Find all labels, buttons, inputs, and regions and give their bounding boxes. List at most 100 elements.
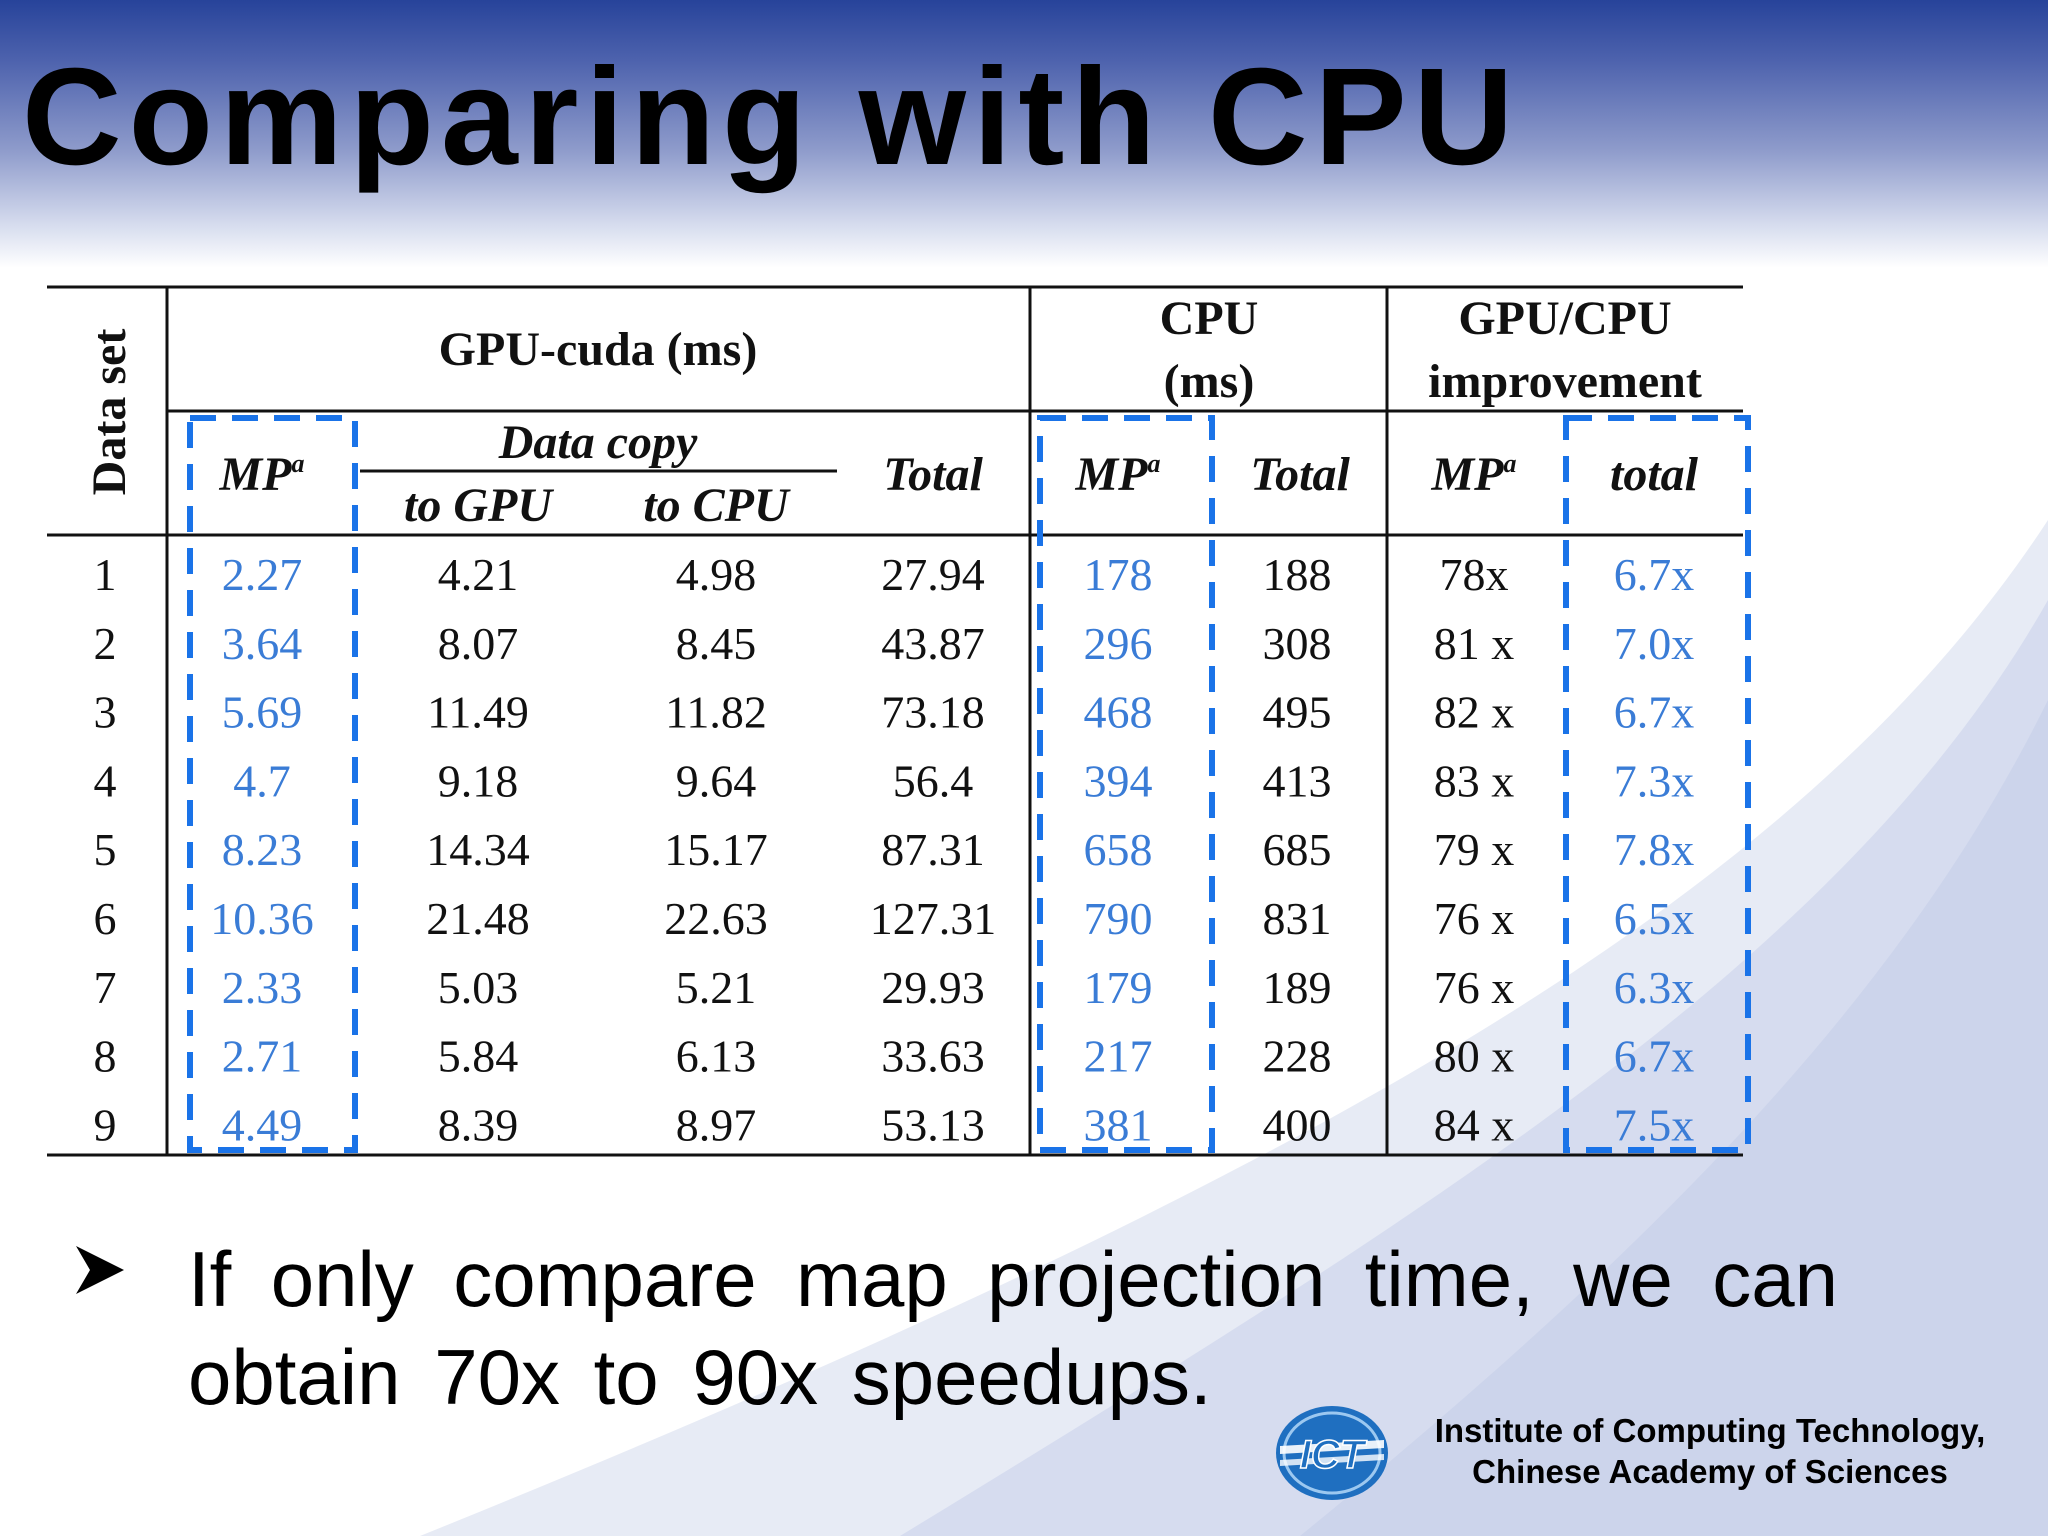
cell-set: 8 xyxy=(94,1031,117,1082)
cell-ratio-mp: 78x xyxy=(1440,549,1509,600)
cell-ratio-mp: 80 x xyxy=(1434,1031,1515,1082)
cell-gpu-mp: 2.71 xyxy=(222,1031,303,1082)
table-row: 2 3.64 8.07 8.45 43.87 296 308 81 x 7.0x xyxy=(94,618,1695,669)
cell-gpu-total: 127.31 xyxy=(870,893,997,944)
cell-gpu-mp: 4.49 xyxy=(222,1099,303,1150)
cell-ratio-total: 7.5x xyxy=(1614,1099,1695,1150)
cell-ratio-total: 6.5x xyxy=(1614,893,1695,944)
cell-gpu-total: 29.93 xyxy=(881,962,985,1013)
cell-set: 5 xyxy=(94,824,117,875)
header-cpu-line1: CPU xyxy=(1160,292,1259,345)
cell-ratio-mp: 83 x xyxy=(1434,755,1515,806)
cell-cpu-total: 189 xyxy=(1263,962,1332,1013)
arrow-bullet-icon xyxy=(76,1246,124,1294)
cell-cpu-mp: 217 xyxy=(1084,1031,1153,1082)
header-data-copy: Data copy xyxy=(498,416,698,469)
cell-to-cpu: 22.63 xyxy=(664,893,768,944)
cell-gpu-mp: 4.7 xyxy=(233,755,291,806)
cell-to-cpu: 15.17 xyxy=(664,824,768,875)
cell-cpu-total: 228 xyxy=(1263,1031,1332,1082)
cell-ratio-total: 7.3x xyxy=(1614,755,1695,806)
cell-ratio-total: 6.3x xyxy=(1614,962,1695,1013)
cell-ratio-mp: 79 x xyxy=(1434,824,1515,875)
header-ratio-line2: improvement xyxy=(1428,355,1702,408)
cell-ratio-total: 7.0x xyxy=(1614,618,1695,669)
cell-ratio-total: 6.7x xyxy=(1614,687,1695,738)
comparison-table: Data set GPU-cuda (ms) CPU (ms) GPU/CPU … xyxy=(47,285,1751,1157)
institution-line2: Chinese Academy of Sciences xyxy=(1472,1453,1948,1490)
header-cpu-line2: (ms) xyxy=(1164,355,1255,408)
cell-ratio-mp: 84 x xyxy=(1434,1099,1515,1150)
title-band xyxy=(0,0,2048,270)
cell-cpu-total: 495 xyxy=(1263,687,1332,738)
cell-cpu-mp: 381 xyxy=(1084,1099,1153,1150)
cell-to-gpu: 21.48 xyxy=(426,893,530,944)
cell-to-cpu: 4.98 xyxy=(676,549,757,600)
header-gpu-cuda: GPU-cuda (ms) xyxy=(439,323,758,376)
cell-gpu-total: 87.31 xyxy=(881,824,985,875)
cell-set: 9 xyxy=(94,1099,117,1150)
cell-cpu-total: 831 xyxy=(1263,893,1332,944)
cell-cpu-total: 413 xyxy=(1263,755,1332,806)
ratio-total-highlight-box xyxy=(1563,415,1751,1153)
table-row: 7 2.33 5.03 5.21 29.93 179 189 76 x 6.3x xyxy=(94,962,1695,1013)
cell-to-cpu: 8.97 xyxy=(676,1099,757,1150)
table-body: 1 2.27 4.21 4.98 27.94 178 188 78x 6.7x 2 3.64 8.07… xyxy=(94,549,1695,1150)
cell-gpu-mp: 8.23 xyxy=(222,824,303,875)
cell-gpu-total: 43.87 xyxy=(881,618,985,669)
cell-cpu-mp: 790 xyxy=(1084,893,1153,944)
cell-gpu-total: 53.13 xyxy=(881,1099,985,1150)
table-row: 1 2.27 4.21 4.98 27.94 178 188 78x 6.7x xyxy=(94,549,1695,600)
cell-cpu-mp: 179 xyxy=(1084,962,1153,1013)
header-ratio-total: total xyxy=(1610,448,1699,501)
cell-gpu-mp: 2.33 xyxy=(222,962,303,1013)
cell-gpu-total: 56.4 xyxy=(893,755,974,806)
cell-to-gpu: 14.34 xyxy=(426,824,530,875)
cell-ratio-total: 6.7x xyxy=(1614,1031,1695,1082)
table-row: 3 5.69 11.49 11.82 73.18 468 495 82 x 6.7x xyxy=(94,687,1695,738)
header-to-gpu: to GPU xyxy=(404,479,554,532)
table-row: 4 4.7 9.18 9.64 56.4 394 413 83 x 7.3x xyxy=(94,755,1695,806)
cell-cpu-total: 188 xyxy=(1263,549,1332,600)
cell-to-gpu: 5.84 xyxy=(438,1031,519,1082)
header-gpu-total: Total xyxy=(883,448,983,501)
cell-to-gpu: 8.39 xyxy=(438,1099,519,1150)
cell-set: 6 xyxy=(94,893,117,944)
cell-ratio-mp: 76 x xyxy=(1434,962,1515,1013)
header-cpu-total: Total xyxy=(1250,448,1350,501)
cell-gpu-mp: 5.69 xyxy=(222,687,303,738)
header-cpu-mp: MPa xyxy=(1075,448,1161,501)
cell-set: 1 xyxy=(94,549,117,600)
cell-gpu-mp: 2.27 xyxy=(222,549,303,600)
institution-name: Institute of Computing Technology, Chine… xyxy=(1400,1410,2020,1492)
cell-to-gpu: 4.21 xyxy=(438,549,519,600)
cell-cpu-mp: 178 xyxy=(1084,549,1153,600)
cell-to-gpu: 5.03 xyxy=(438,962,519,1013)
cell-cpu-mp: 394 xyxy=(1084,755,1153,806)
cell-gpu-total: 27.94 xyxy=(881,549,985,600)
cell-to-cpu: 9.64 xyxy=(676,755,757,806)
cell-gpu-total: 73.18 xyxy=(881,687,985,738)
cell-ratio-mp: 76 x xyxy=(1434,893,1515,944)
table-row: 8 2.71 5.84 6.13 33.63 217 228 80 x 6.7x xyxy=(94,1031,1695,1082)
ict-logo-icon: ICT xyxy=(1276,1406,1388,1500)
bullet-text: If only compare map projection time, we … xyxy=(188,1235,1838,1421)
header-gpu-mp: MPa xyxy=(219,448,305,501)
cell-to-cpu: 11.82 xyxy=(665,687,767,738)
cell-set: 7 xyxy=(94,962,117,1013)
cell-cpu-mp: 468 xyxy=(1084,687,1153,738)
cpu-mp-highlight-box xyxy=(1037,415,1215,1153)
cell-cpu-mp: 658 xyxy=(1084,824,1153,875)
cell-cpu-total: 308 xyxy=(1263,618,1332,669)
cell-cpu-total: 685 xyxy=(1263,824,1332,875)
header-ratio-mp: MPa xyxy=(1431,448,1517,501)
cell-set: 4 xyxy=(94,755,117,806)
institution-line1: Institute of Computing Technology, xyxy=(1434,1412,1986,1449)
cell-gpu-mp: 10.36 xyxy=(210,893,314,944)
cell-cpu-total: 400 xyxy=(1263,1099,1332,1150)
cell-ratio-total: 7.8x xyxy=(1614,824,1695,875)
cell-set: 2 xyxy=(94,618,117,669)
header-to-cpu: to CPU xyxy=(643,479,791,532)
gpu-mp-highlight-box xyxy=(187,415,358,1153)
